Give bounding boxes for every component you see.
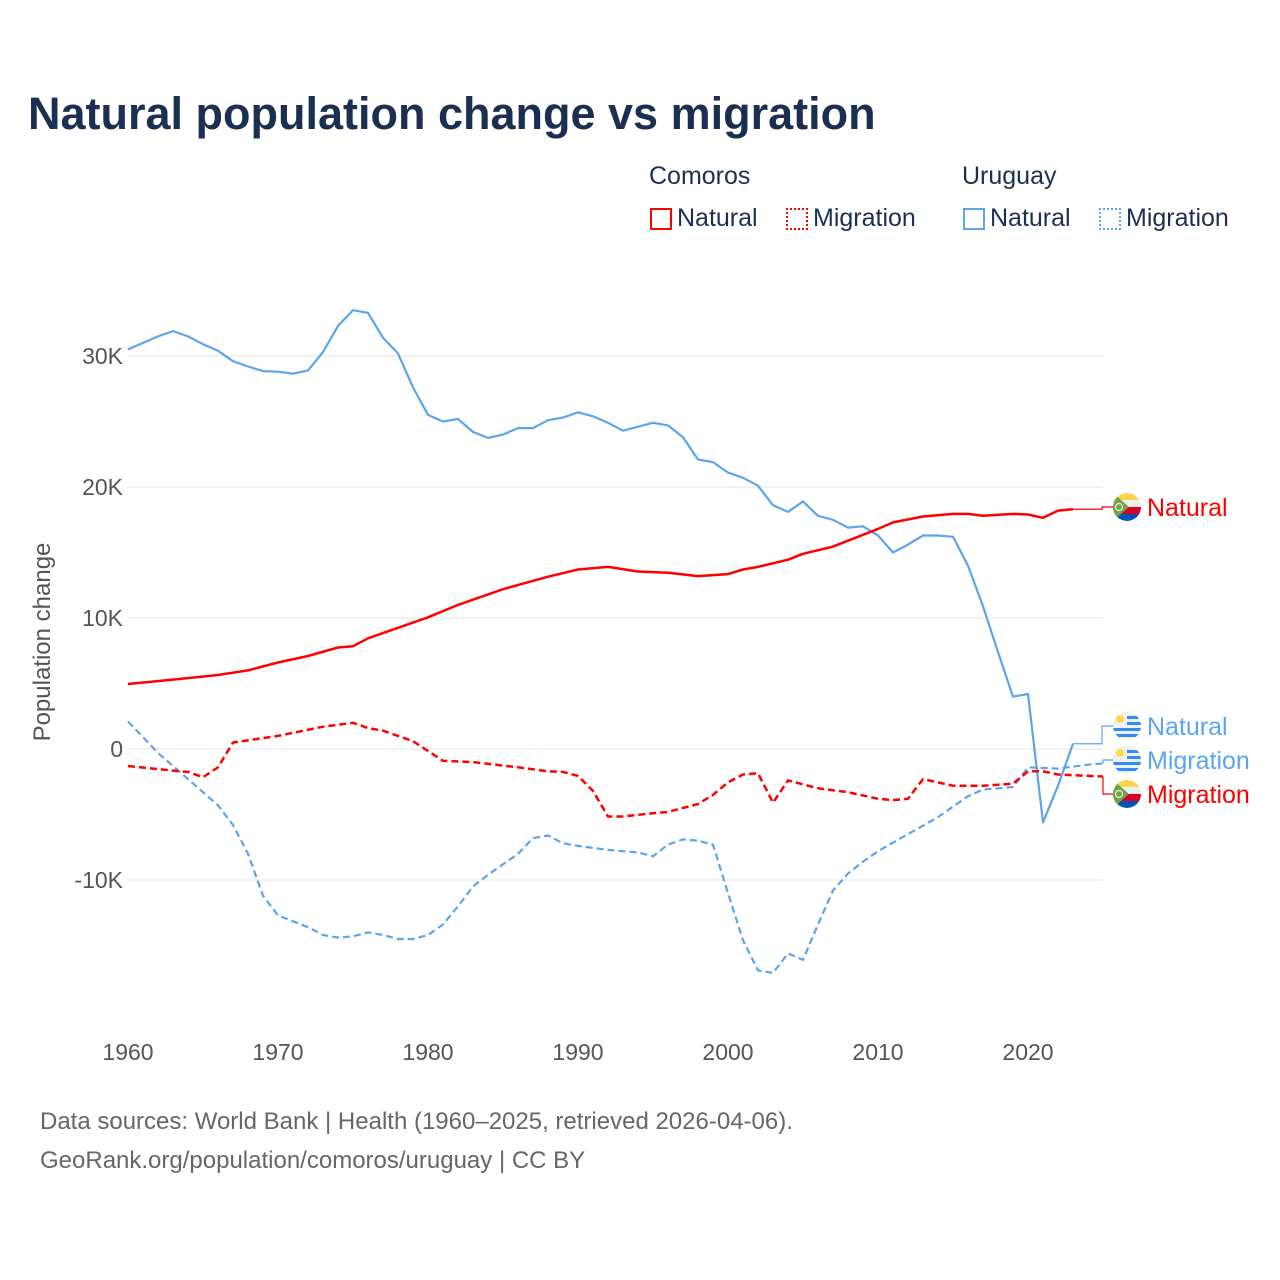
y-tick-label: 10K [82,605,124,631]
series-line-uruguay-migration[interactable] [127,720,1104,975]
legend-swatch-dotted-red [786,207,808,230]
y-tick-label: 0 [110,736,123,762]
end-label: Natural [1147,494,1228,522]
end-label-connector [1102,759,1113,764]
legend-label: Natural [677,204,758,232]
legend-group-uruguay: Uruguay [962,162,1057,190]
legend-swatch-solid-blue [963,207,985,230]
legend-label: Natural [990,204,1071,232]
footer-sources: Data sources: World Bank | Health (1960–… [40,1108,793,1135]
chart-title: Natural population change vs migration [28,88,876,139]
uruguay-flag-icon [1113,712,1141,740]
x-tick-label: 1970 [252,1039,303,1065]
legend-group-comoros: Comoros [649,162,751,190]
legend-swatch-dotted-blue [1099,207,1121,230]
legend-comoros-natural[interactable]: Natural [650,204,758,233]
y-tick-label: -10K [74,867,123,893]
legend-uruguay-natural[interactable]: Natural [963,204,1071,233]
x-tick-label: 2000 [702,1039,753,1065]
x-tick-label: 1960 [102,1039,153,1065]
comoros-flag-icon [1113,493,1141,521]
x-tick-label: 2020 [1002,1039,1053,1065]
end-label-connector [1073,725,1113,745]
y-tick-label: 20K [82,474,124,500]
series-line-comoros-migration[interactable] [127,721,1104,818]
series-line-comoros-natural[interactable] [127,508,1074,686]
comoros-flag-icon [1113,780,1141,808]
legend-label: Migration [1126,204,1229,232]
footer-link[interactable]: GeoRank.org/population/comoros/uruguay |… [40,1147,586,1174]
y-tick-label: 30K [82,343,124,369]
legend-label: Migration [813,204,916,232]
y-axis-label: Population change [29,543,56,742]
end-label: Migration [1147,781,1250,809]
end-label-connector [1102,776,1113,795]
end-label: Migration [1147,747,1250,775]
legend-comoros-migration[interactable]: Migration [786,204,916,233]
x-tick-label: 1980 [402,1039,453,1065]
x-tick-label: 2010 [852,1039,903,1065]
uruguay-flag-icon [1113,746,1141,774]
end-label: Natural [1147,713,1228,741]
end-label-connector [1073,506,1113,510]
legend-swatch-solid-red [650,207,672,230]
series-line-uruguay-natural[interactable] [127,309,1075,824]
legend-uruguay-migration[interactable]: Migration [1099,204,1229,233]
x-tick-label: 1990 [552,1039,603,1065]
